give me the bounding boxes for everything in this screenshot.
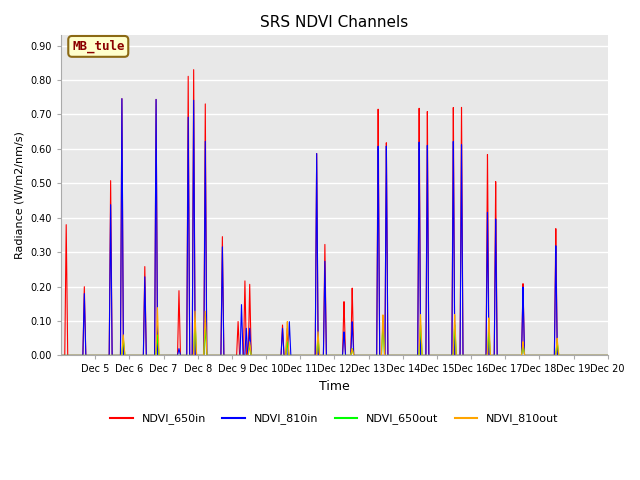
Text: MB_tule: MB_tule (72, 40, 125, 53)
NDVI_810out (57, 352, 65, 358)
NDVI_650in (57, 352, 65, 358)
NDVI_650in (604, 352, 612, 358)
NDVI_810out (604, 352, 612, 358)
NDVI_810out (255, 352, 263, 358)
NDVI_810out (463, 352, 470, 358)
NDVI_810out (404, 352, 412, 358)
NDVI_810in (118, 96, 125, 102)
NDVI_810in (492, 223, 499, 228)
Line: NDVI_810out: NDVI_810out (61, 308, 608, 355)
NDVI_650out (404, 352, 412, 358)
NDVI_810out (381, 352, 388, 358)
NDVI_650in (381, 352, 388, 358)
Title: SRS NDVI Channels: SRS NDVI Channels (260, 15, 408, 30)
Line: NDVI_650in: NDVI_650in (61, 70, 608, 355)
NDVI_810in (604, 352, 612, 358)
NDVI_650out (191, 319, 199, 324)
NDVI_810out (154, 305, 161, 311)
NDVI_810in (463, 352, 470, 358)
NDVI_650in (492, 187, 499, 193)
NDVI_810in (381, 352, 388, 358)
NDVI_810out (84, 352, 92, 358)
NDVI_650out (463, 352, 470, 358)
Line: NDVI_650out: NDVI_650out (61, 322, 608, 355)
NDVI_650out (381, 352, 388, 358)
NDVI_650out (604, 352, 612, 358)
NDVI_810out (492, 352, 499, 358)
X-axis label: Time: Time (319, 380, 350, 393)
NDVI_650out (57, 352, 65, 358)
Y-axis label: Radiance (W/m2/nm/s): Radiance (W/m2/nm/s) (15, 132, 25, 259)
NDVI_650in (84, 352, 92, 358)
NDVI_650out (492, 352, 499, 358)
NDVI_650in (404, 352, 412, 358)
NDVI_810in (84, 352, 92, 358)
NDVI_650in (463, 352, 470, 358)
NDVI_650out (255, 352, 263, 358)
NDVI_810in (255, 352, 263, 358)
NDVI_810in (57, 352, 65, 358)
NDVI_810in (404, 352, 412, 358)
NDVI_650out (84, 352, 92, 358)
Legend: NDVI_650in, NDVI_810in, NDVI_650out, NDVI_810out: NDVI_650in, NDVI_810in, NDVI_650out, NDV… (106, 409, 563, 429)
NDVI_650in (255, 352, 263, 358)
NDVI_650in (190, 67, 198, 72)
Line: NDVI_810in: NDVI_810in (61, 99, 608, 355)
